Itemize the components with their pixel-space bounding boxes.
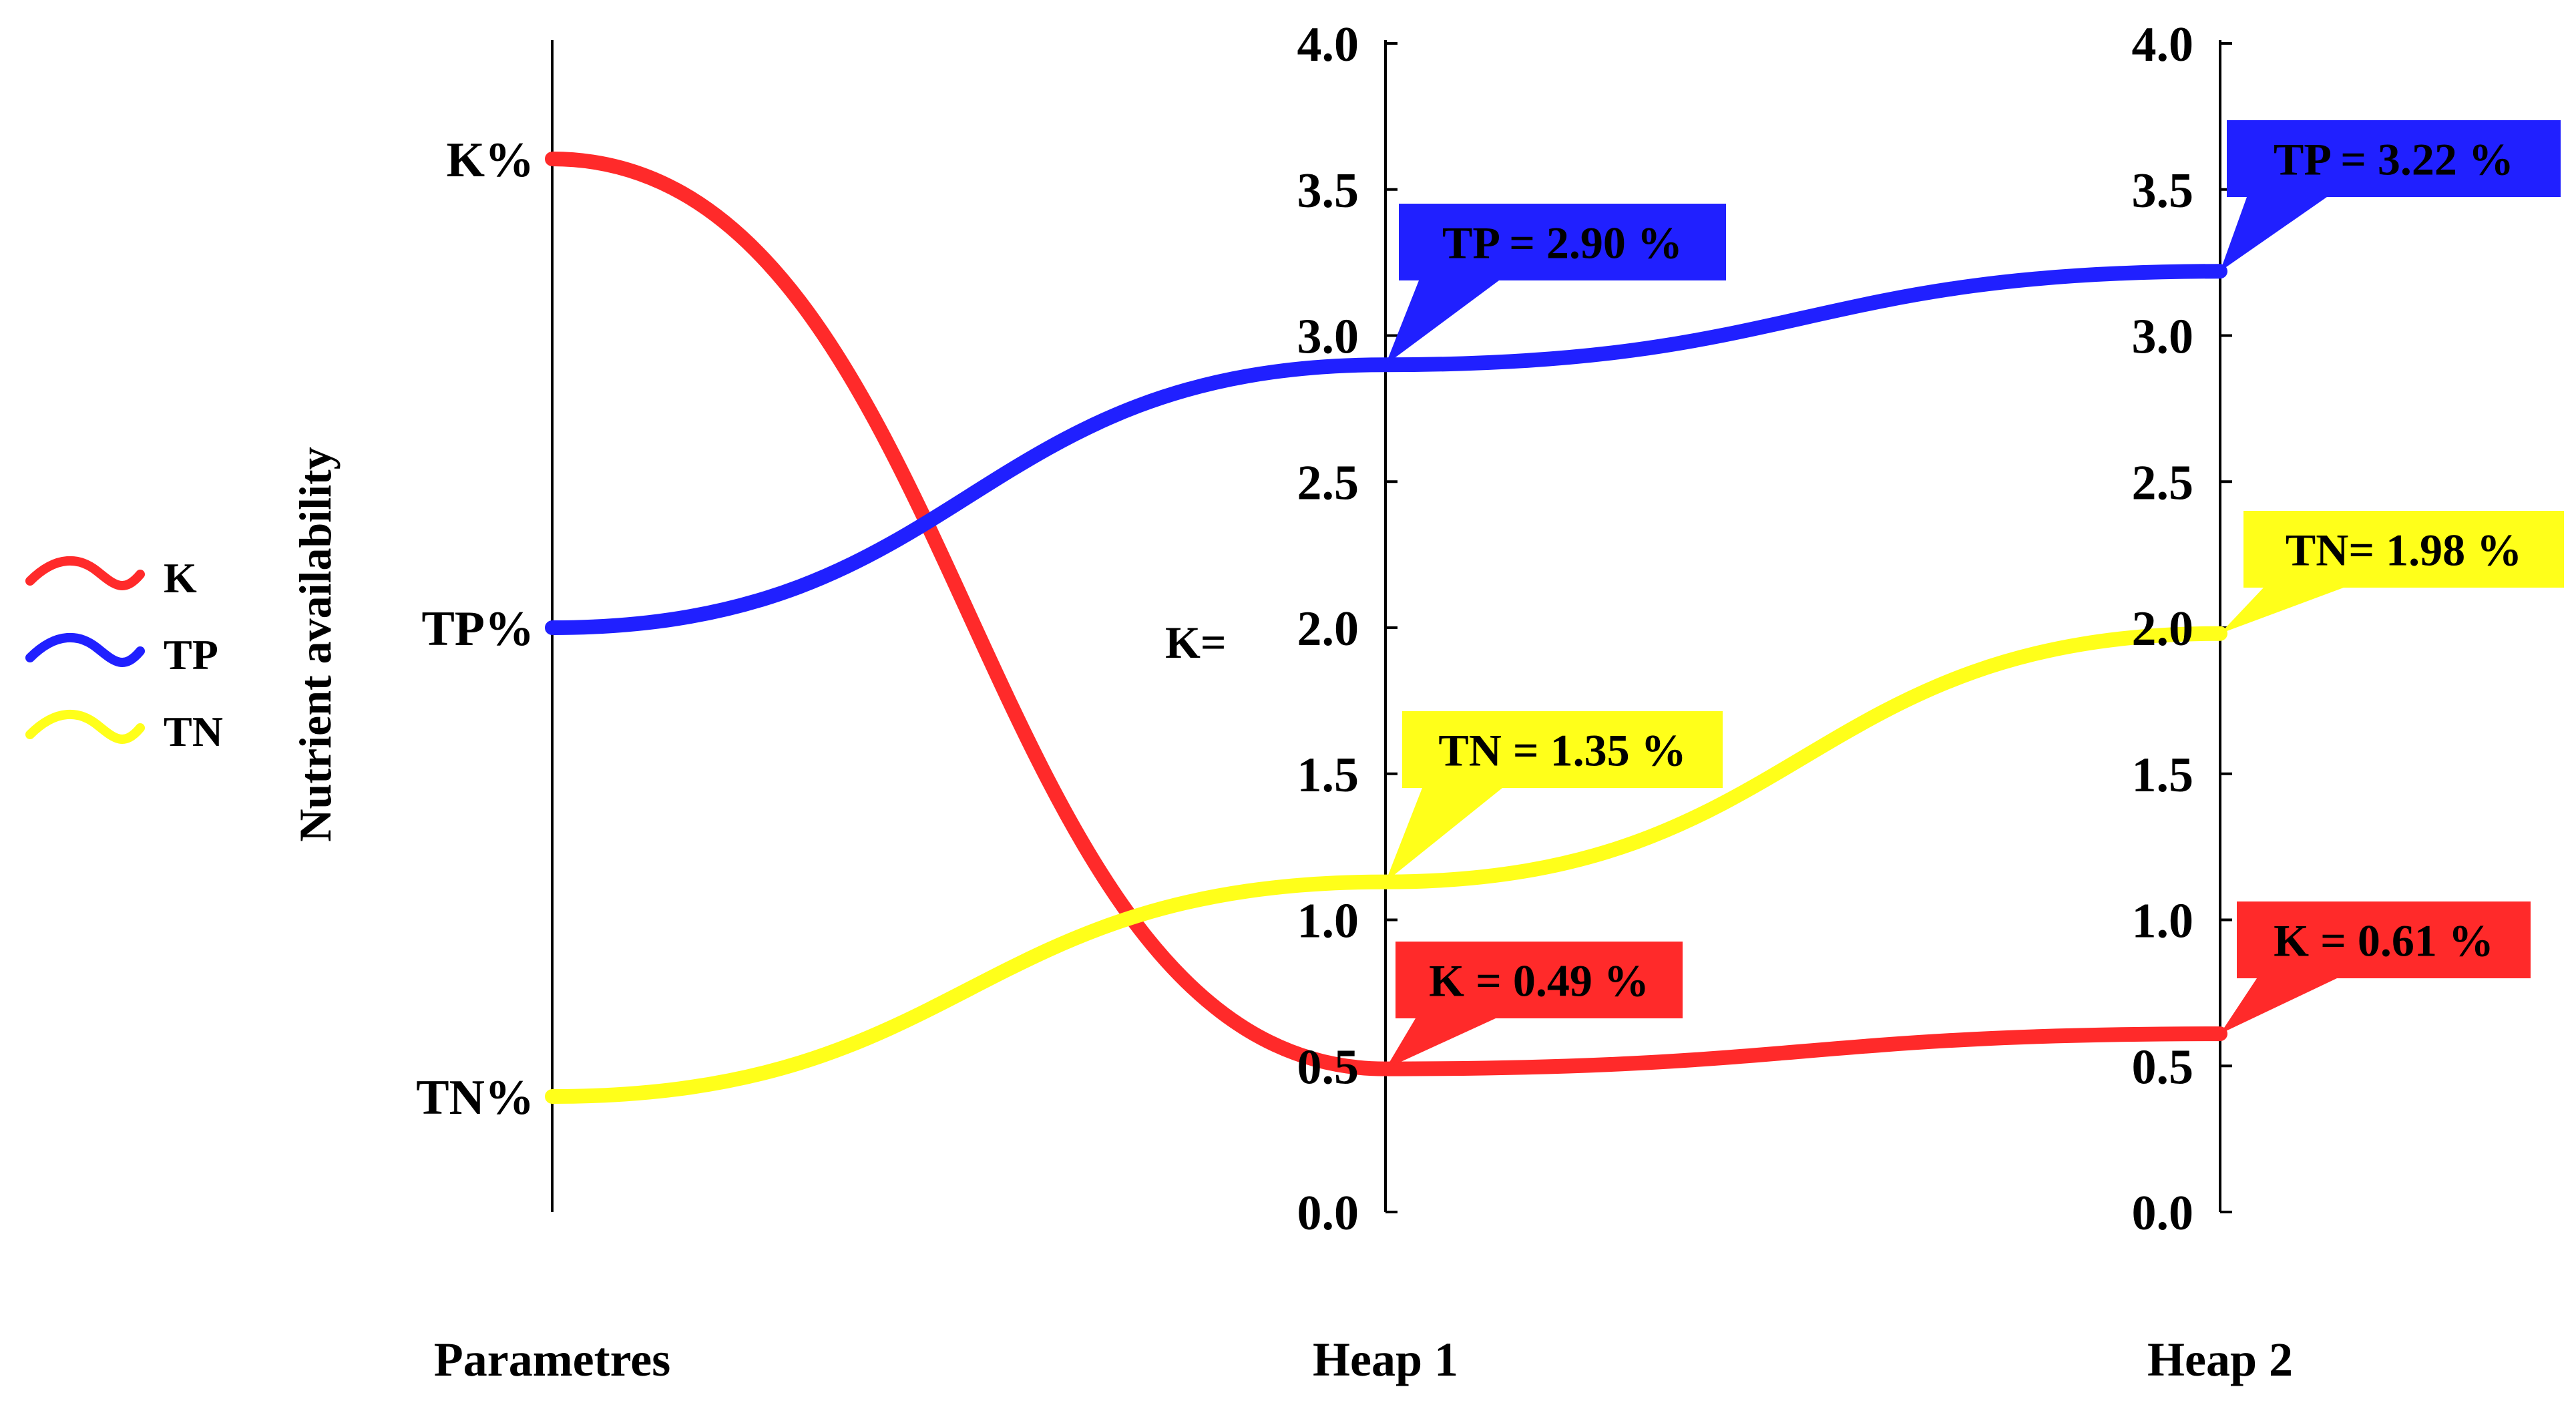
callout-label: TP = 3.22 % xyxy=(2274,134,2514,185)
callout-pointer xyxy=(1385,788,1502,882)
tick-label: 1.5 xyxy=(2132,748,2194,803)
tick-label: 4.0 xyxy=(1297,17,1359,72)
callout-box xyxy=(2243,511,2564,588)
legend-label: TN xyxy=(164,708,223,755)
callouts-layer: K = 0.49 % K = 0.61 % TP = 2.90 % TP = 3.22… xyxy=(1385,120,2564,1069)
series-line-tp xyxy=(545,264,2227,635)
callout-box xyxy=(1402,711,1723,788)
legend-label: K xyxy=(164,554,197,602)
tick-label: 2.0 xyxy=(1297,602,1359,656)
axis-note: K= xyxy=(1165,617,1227,668)
callout-label: K = 0.61 % xyxy=(2274,916,2494,966)
callout-box xyxy=(2237,901,2531,978)
callout-label: TP = 2.90 % xyxy=(1442,218,1683,268)
legend-swatch xyxy=(25,632,145,667)
callout-label: K = 0.49 % xyxy=(1429,956,1649,1006)
legend-swatch xyxy=(25,709,145,744)
tick-label: 0.5 xyxy=(2132,1040,2194,1094)
series-line-k xyxy=(545,152,2227,1076)
callout-box xyxy=(1399,204,1726,280)
tick-label: 1.5 xyxy=(1297,748,1359,803)
tick-label: 4.0 xyxy=(2132,17,2194,72)
tick-label: 2.5 xyxy=(1297,455,1359,510)
callout-label: TN= 1.98 % xyxy=(2286,525,2522,576)
tick-label: 0.5 xyxy=(1297,1040,1359,1094)
legend-label: TP xyxy=(164,631,218,678)
tick-label: 3.0 xyxy=(1297,310,1359,365)
category-label: Heap 1 xyxy=(1313,1333,1458,1386)
callout-label: TN = 1.35 % xyxy=(1438,725,1686,776)
callout-pointer xyxy=(1385,280,1499,365)
tick-label: 3.5 xyxy=(1297,164,1359,218)
callout-pointer xyxy=(2220,978,2337,1034)
tick-label: 1.0 xyxy=(2132,894,2194,949)
callout-pointer xyxy=(2220,197,2327,272)
tick-label: 0.0 xyxy=(1297,1186,1359,1241)
category-label: Heap 2 xyxy=(2147,1333,2293,1386)
tick-label: 1.0 xyxy=(1297,894,1359,949)
series-lines xyxy=(545,152,2227,1104)
tick-label: 0.0 xyxy=(2132,1186,2194,1241)
callout-pointer xyxy=(1385,1018,1496,1069)
labels-layer: 0.0 0.5 1.0 1.5 2.0 2.5 3.0 3.5 4.0 0.0 0.5 1.0 1.5 2… xyxy=(290,17,2293,1386)
tick-label: 3.5 xyxy=(2132,164,2194,218)
category-label: Parametres xyxy=(434,1333,670,1386)
parameter-label: TN% xyxy=(416,1070,534,1125)
series-line-tn xyxy=(545,626,2227,1104)
tick-label: 3.0 xyxy=(2132,310,2194,365)
tick-label: 2.0 xyxy=(2132,602,2194,656)
legend-swatch xyxy=(25,556,145,590)
legend: K TP TN xyxy=(25,554,223,755)
y-axis-label: Nutrient availability xyxy=(290,447,341,841)
callout-pointer xyxy=(2220,588,2344,634)
callout-box xyxy=(1396,942,1683,1018)
parameter-label: K% xyxy=(446,133,534,188)
tick-label: 2.5 xyxy=(2132,455,2194,510)
parameter-label: TP% xyxy=(421,602,534,656)
callout-box xyxy=(2227,120,2561,197)
